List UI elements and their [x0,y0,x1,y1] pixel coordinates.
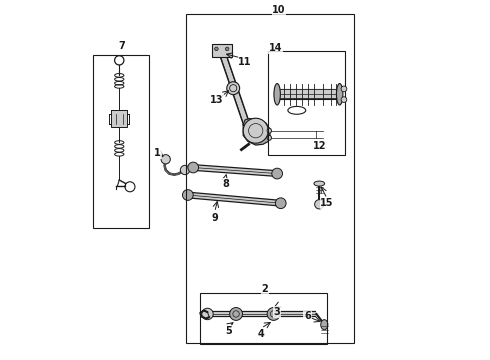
Text: 2: 2 [261,284,268,294]
Bar [93,55,148,228]
Circle shape [230,307,243,320]
Text: 4: 4 [258,329,265,339]
Text: 13: 13 [210,95,223,105]
Text: 12: 12 [313,141,327,151]
Circle shape [243,118,268,143]
Bar [268,51,345,155]
Circle shape [225,47,229,51]
Text: 10: 10 [272,5,286,15]
Text: 7: 7 [119,41,125,51]
Circle shape [267,307,280,320]
Circle shape [188,162,198,173]
Text: 11: 11 [238,57,252,67]
Text: 14: 14 [269,43,282,53]
Circle shape [182,190,193,201]
Circle shape [202,308,213,320]
Circle shape [215,47,218,51]
FancyBboxPatch shape [212,44,232,57]
Circle shape [161,155,171,164]
Circle shape [341,86,347,92]
Ellipse shape [267,128,271,133]
FancyBboxPatch shape [111,111,127,127]
Polygon shape [243,118,270,145]
Circle shape [272,168,283,179]
Ellipse shape [267,135,271,140]
Circle shape [227,82,240,95]
Text: 3: 3 [274,307,280,317]
Text: 8: 8 [222,179,229,189]
Text: 9: 9 [211,212,218,222]
Bar [186,14,354,342]
Ellipse shape [274,84,280,105]
Bar [200,293,327,344]
Text: 5: 5 [225,326,232,336]
Ellipse shape [314,181,325,186]
Text: 6: 6 [304,311,311,321]
Circle shape [341,97,347,103]
Polygon shape [200,310,209,319]
Ellipse shape [337,84,343,105]
Circle shape [315,200,324,209]
Ellipse shape [321,320,328,330]
Circle shape [275,198,286,208]
Text: 15: 15 [320,198,334,208]
Circle shape [180,165,190,175]
Text: 1: 1 [154,148,161,158]
